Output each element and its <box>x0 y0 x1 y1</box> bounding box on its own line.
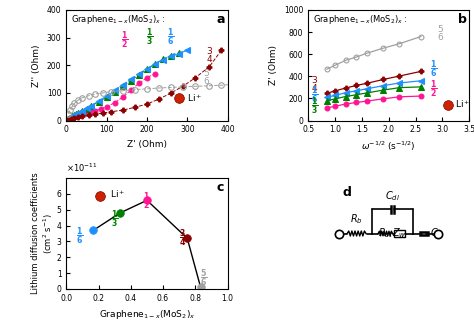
Text: b: b <box>458 13 467 26</box>
X-axis label: Z' (Ohm): Z' (Ohm) <box>127 140 167 149</box>
X-axis label: Graphene$_{1-x}$(MoS$_2$)$_x$: Graphene$_{1-x}$(MoS$_2$)$_x$ <box>99 308 195 321</box>
Text: 5: 5 <box>203 69 209 78</box>
Text: $\mathbf{\frac{1}{2}}$: $\mathbf{\frac{1}{2}}$ <box>143 191 151 212</box>
Text: c: c <box>216 182 224 195</box>
Text: $\mathbf{\frac{1}{6}}$: $\mathbf{\frac{1}{6}}$ <box>75 225 83 247</box>
Text: $\mathbf{\frac{1}{6}}$: $\mathbf{\frac{1}{6}}$ <box>311 84 319 106</box>
Text: $\mathbf{\frac{1}{2}}$: $\mathbf{\frac{1}{2}}$ <box>430 78 438 100</box>
Text: d: d <box>342 186 351 199</box>
Text: 6: 6 <box>203 77 209 86</box>
Text: $R_{ct}$: $R_{ct}$ <box>378 226 393 240</box>
Text: 3: 3 <box>207 47 212 56</box>
Text: $\mathbf{\frac{1}{3}}$: $\mathbf{\frac{1}{3}}$ <box>146 26 154 47</box>
Text: $\mathbf{\frac{3}{4}}$: $\mathbf{\frac{3}{4}}$ <box>179 227 186 249</box>
Text: Li$^+$: Li$^+$ <box>110 188 125 200</box>
Text: 4: 4 <box>311 84 317 93</box>
Y-axis label: Lithium diffusion coefficients
(cm$^2$ s$^{-1}$): Lithium diffusion coefficients (cm$^2$ s… <box>31 173 55 294</box>
Bar <box>394 230 405 237</box>
Text: $\mathbf{\frac{1}{2}}$: $\mathbf{\frac{1}{2}}$ <box>121 29 128 51</box>
Text: $\times 10^{-11}$: $\times 10^{-11}$ <box>66 161 98 174</box>
Y-axis label: Z'' (Ohm): Z'' (Ohm) <box>32 44 41 87</box>
Text: 6: 6 <box>437 33 443 42</box>
Text: $\mathbf{\frac{1}{6}}$: $\mathbf{\frac{1}{6}}$ <box>430 58 438 80</box>
Text: $\mathbf{\frac{1}{3}}$: $\mathbf{\frac{1}{3}}$ <box>111 208 118 230</box>
Text: $C_L$: $C_L$ <box>430 227 442 240</box>
Text: $\mathbf{\frac{1}{3}}$: $\mathbf{\frac{1}{3}}$ <box>311 95 319 117</box>
Text: $\mathbf{\frac{5}{6}}$: $\mathbf{\frac{5}{6}}$ <box>200 267 207 289</box>
Text: $\mathbf{\frac{1}{6}}$: $\mathbf{\frac{1}{6}}$ <box>167 26 175 47</box>
Text: 4: 4 <box>207 55 212 64</box>
X-axis label: $\omega^{-1/2}$ (s$^{-1/2}$): $\omega^{-1/2}$ (s$^{-1/2}$) <box>361 140 416 153</box>
Text: $C_{dl}$: $C_{dl}$ <box>385 190 400 203</box>
Text: $R_b$: $R_b$ <box>350 212 363 226</box>
Text: 3: 3 <box>311 76 317 85</box>
Text: 5: 5 <box>437 25 443 34</box>
Text: $Z_w$: $Z_w$ <box>392 227 407 240</box>
Text: Graphene$_{1-x}$(MoS$_2$)$_x$ :: Graphene$_{1-x}$(MoS$_2$)$_x$ : <box>71 13 166 26</box>
Text: Graphene$_{1-x}$(MoS$_2$)$_x$ :: Graphene$_{1-x}$(MoS$_2$)$_x$ : <box>313 13 408 26</box>
Text: Li$^+$: Li$^+$ <box>187 92 203 104</box>
Y-axis label: Z' (Ohm): Z' (Ohm) <box>269 45 278 85</box>
Text: a: a <box>216 13 225 26</box>
Text: Li$^+$: Li$^+$ <box>455 99 470 111</box>
